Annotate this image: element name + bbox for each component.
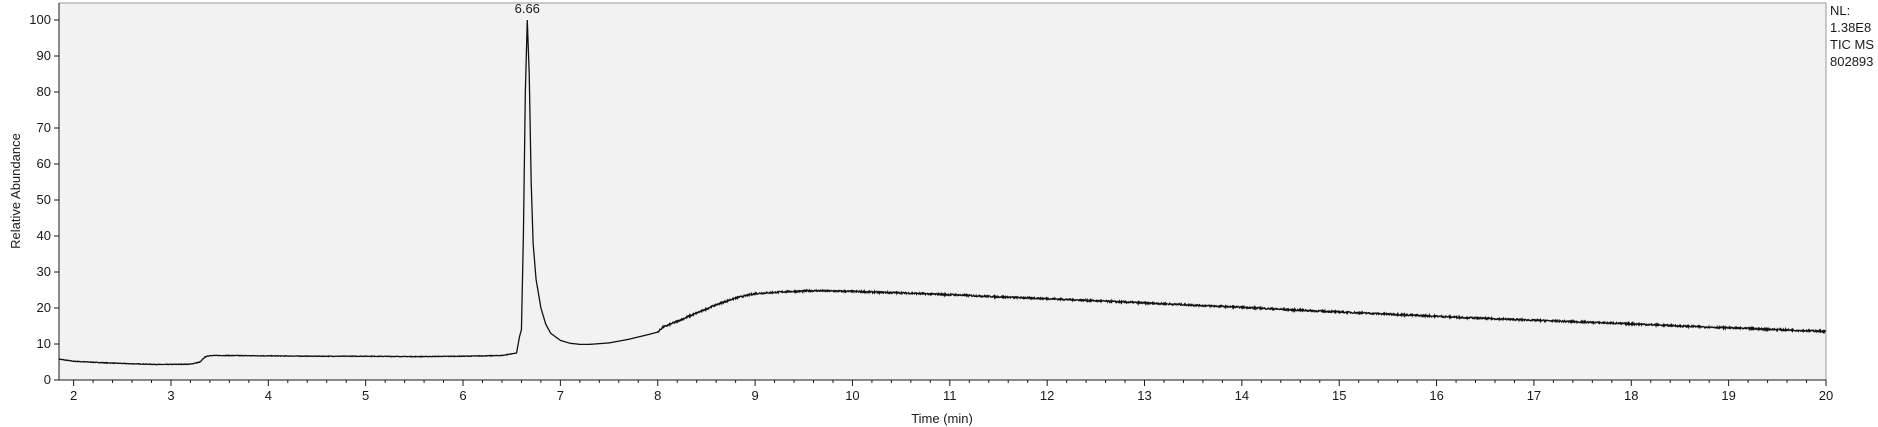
x-tick-label: 13: [1137, 388, 1151, 403]
x-tick-label: 12: [1040, 388, 1054, 403]
x-tick-label: 11: [943, 388, 957, 403]
y-tick-label: 10: [37, 336, 51, 351]
x-tick-label: 10: [845, 388, 859, 403]
trace-type: TIC MS: [1830, 37, 1875, 52]
nl-label: NL:: [1830, 3, 1851, 18]
nl-value: 1.38E8: [1830, 20, 1872, 35]
y-tick-label: 0: [44, 372, 51, 387]
x-tick-label: 4: [265, 388, 272, 403]
x-tick-label: 20: [1819, 388, 1833, 403]
y-tick-label: 30: [37, 264, 51, 279]
x-axis-title: Time (min): [911, 411, 973, 426]
y-axis-title: Relative Abundance: [8, 133, 23, 249]
x-tick-label: 9: [751, 388, 758, 403]
y-axis-ticks: 0 10 20 30 40 50 60 70 80 90 100: [29, 12, 59, 387]
x-tick-label: 3: [167, 388, 174, 403]
x-tick-label: 8: [654, 388, 661, 403]
file-id: 802893: [1830, 54, 1874, 69]
x-tick-label: 19: [1721, 388, 1735, 403]
x-tick-label: 15: [1332, 388, 1346, 403]
series-line-tic: [58, 19, 1827, 366]
x-tick-label: 7: [557, 388, 564, 403]
peak-label: 6.66: [515, 1, 540, 16]
x-tick-label: 16: [1429, 388, 1443, 403]
x-tick-label: 17: [1527, 388, 1541, 403]
y-tick-label: 90: [37, 48, 51, 63]
x-tick-label: 2: [70, 388, 77, 403]
plot-area: [58, 2, 1827, 381]
x-tick-label: 5: [362, 388, 369, 403]
y-tick-label: 50: [37, 192, 51, 207]
x-tick-label: 6: [459, 388, 466, 403]
x-axis-ticks: 2 3 4 5 6 7 8 9 10 11 12 13 14 15 16 17 18 19 20: [70, 380, 1833, 403]
y-tick-label: 80: [37, 84, 51, 99]
y-tick-label: 20: [37, 300, 51, 315]
y-tick-label: 60: [37, 156, 51, 171]
x-tick-label: 14: [1235, 388, 1249, 403]
peak-annotations: 6.66: [515, 1, 540, 16]
x-tick-label: 18: [1624, 388, 1638, 403]
y-tick-label: 40: [37, 228, 51, 243]
y-tick-label: 70: [37, 120, 51, 135]
y-tick-label: 100: [29, 12, 51, 27]
